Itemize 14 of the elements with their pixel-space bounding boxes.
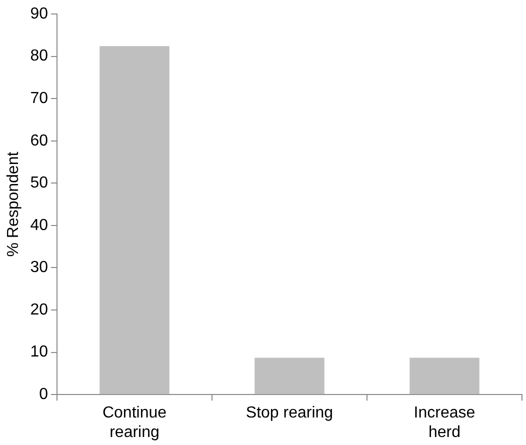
y-tick-label: 30 [30,259,48,276]
y-tick-label: 50 [30,174,48,192]
x-tick-label: Increase herd [414,404,476,441]
y-tick-label: 20 [30,301,48,318]
x-tick-label: Stop rearing [246,404,334,422]
y-tick-label: 70 [30,90,48,107]
y-tick-label: 90 [30,5,48,22]
y-tick-label: 80 [30,48,48,65]
x-tick-label: Continue rearing [102,404,167,441]
y-tick-label: 40 [30,216,48,234]
y-tick-label: 60 [30,132,48,150]
y-tick-label: 0 [39,386,48,404]
y-axis-title: % Respondent [5,151,22,257]
y-tick-label: 10 [30,344,48,361]
